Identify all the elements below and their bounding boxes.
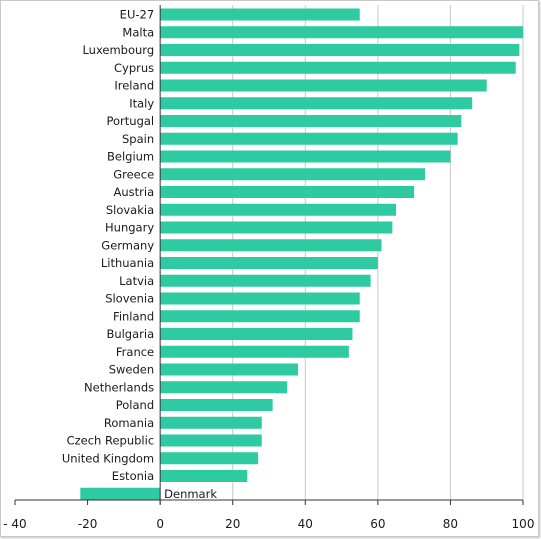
bar-austria (160, 186, 415, 198)
bar-hungary (160, 221, 393, 234)
x-tick-label: 0 (156, 517, 164, 531)
bar-malta (160, 26, 523, 39)
bar-eu-27 (160, 8, 360, 21)
bar-united-kingdom (160, 452, 259, 465)
bar-cyprus (160, 61, 516, 74)
category-label: Cyprus (114, 61, 154, 75)
category-label: Estonia (112, 469, 154, 483)
bar-estonia (160, 470, 248, 482)
category-label: Slovenia (105, 292, 154, 306)
bar-poland (160, 399, 273, 411)
bar-denmark (80, 487, 161, 500)
gridlines (232, 5, 524, 500)
category-label: Italy (129, 96, 154, 110)
bar-finland (160, 310, 360, 323)
bar-italy (160, 97, 473, 110)
category-label: Ireland (114, 79, 154, 93)
category-label: Portugal (107, 114, 155, 128)
category-label: Finland (113, 309, 154, 323)
category-label: Czech Republic (67, 434, 155, 448)
bar-luxembourg (160, 44, 520, 56)
category-label: Denmark (164, 487, 217, 501)
bar-sweden (160, 363, 299, 376)
category-labels: EU-27 Malta Luxembourg Cyprus Ireland Italy Po… (62, 8, 218, 501)
category-label: Belgium (107, 150, 154, 164)
category-label: EU-27 (120, 8, 154, 22)
tick-labels: - 40 -20 0 20 40 60 80 100 (3, 517, 534, 531)
x-tick-label: - 40 (3, 517, 26, 531)
bar-france (160, 345, 349, 358)
category-label: Spain (122, 132, 154, 146)
bar-lithuania (160, 257, 378, 269)
bar-czech-republic (160, 434, 262, 447)
bar-slovenia (160, 292, 360, 305)
axes (14, 5, 524, 505)
category-label: France (116, 345, 154, 359)
category-label: Luxembourg (82, 43, 154, 57)
category-label: Hungary (105, 221, 154, 235)
category-label: Austria (114, 185, 155, 199)
x-tick-label: 20 (225, 517, 240, 531)
category-label: Malta (122, 25, 154, 39)
bar-romania (160, 416, 262, 429)
category-label: Bulgaria (106, 327, 154, 341)
bar-portugal (160, 115, 462, 127)
bar-greece (160, 168, 426, 181)
x-tick-label: 100 (512, 517, 535, 531)
category-label: Germany (101, 238, 154, 252)
bar-netherlands (160, 381, 288, 394)
bar-spain (160, 132, 458, 145)
category-label: Sweden (109, 363, 154, 377)
bar-bulgaria (160, 328, 353, 340)
x-tick-label: 40 (298, 517, 313, 531)
bar-ireland (160, 79, 487, 92)
category-label: Romania (104, 416, 154, 430)
x-tick-label: -20 (78, 517, 98, 531)
category-label: Lithuania (101, 256, 154, 270)
bar-slovakia (160, 203, 396, 216)
category-label: United Kingdom (62, 451, 154, 465)
category-label: Slovakia (106, 203, 154, 217)
category-label: Poland (116, 398, 154, 412)
category-label: Greece (113, 167, 154, 181)
x-tick-label: 80 (443, 517, 458, 531)
category-label: Netherlands (84, 380, 154, 394)
bar-belgium (160, 150, 451, 163)
bars (80, 8, 523, 500)
bar-germany (160, 239, 382, 252)
x-tick-label: 60 (370, 517, 385, 531)
bar-latvia (160, 274, 371, 287)
category-label: Latvia (119, 274, 154, 288)
